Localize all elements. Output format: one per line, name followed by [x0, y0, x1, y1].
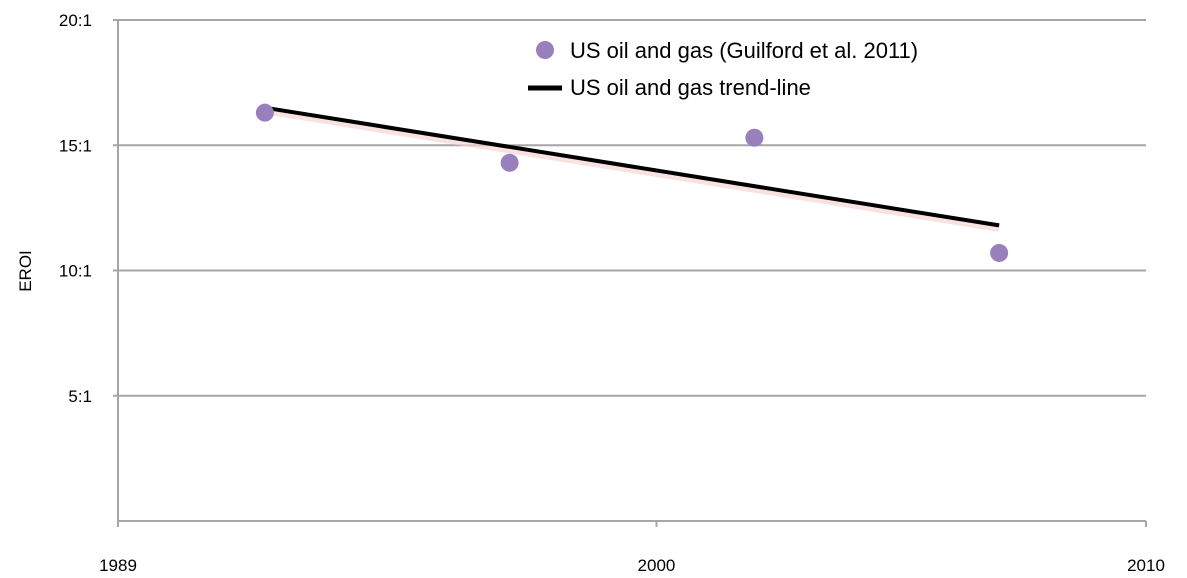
x-tick-label: 2000	[638, 556, 676, 575]
y-tick-labels: 5:1 10:1 15:1 20:1	[59, 11, 92, 406]
axes	[117, 20, 1146, 522]
gridlines	[113, 19, 1147, 527]
data-point	[255, 103, 274, 122]
legend-marker-points	[536, 41, 554, 59]
scatter-series	[255, 103, 1009, 262]
legend-label-line: US oil and gas trend-line	[570, 75, 811, 100]
x-tick-label: 2010	[1127, 556, 1165, 575]
trend-line-glow	[264, 107, 1000, 232]
trend-line	[264, 105, 1000, 228]
y-axis-title: EROI	[16, 250, 35, 292]
legend-label-points: US oil and gas (Guilford et al. 2011)	[570, 38, 918, 63]
y-tick-label: 5:1	[68, 387, 92, 406]
data-point	[500, 153, 519, 172]
data-point	[990, 243, 1009, 262]
x-tick-label: 1989	[99, 556, 137, 575]
x-tick-labels: 1989 2000 2010	[99, 556, 1165, 575]
legend: US oil and gas (Guilford et al. 2011) US…	[528, 38, 918, 100]
y-tick-label: 20:1	[59, 11, 92, 30]
trend-line-series	[264, 105, 1000, 232]
y-tick-label: 15:1	[59, 136, 92, 155]
data-point	[745, 128, 764, 147]
y-tick-label: 10:1	[59, 262, 92, 281]
